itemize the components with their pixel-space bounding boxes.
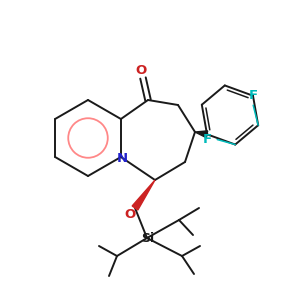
Text: F: F <box>249 89 258 102</box>
Polygon shape <box>132 180 155 210</box>
Polygon shape <box>195 131 208 138</box>
Text: O: O <box>135 64 147 76</box>
Text: F: F <box>202 133 212 146</box>
Text: O: O <box>124 208 136 220</box>
Text: N: N <box>116 152 128 164</box>
Text: Si: Si <box>141 232 154 245</box>
